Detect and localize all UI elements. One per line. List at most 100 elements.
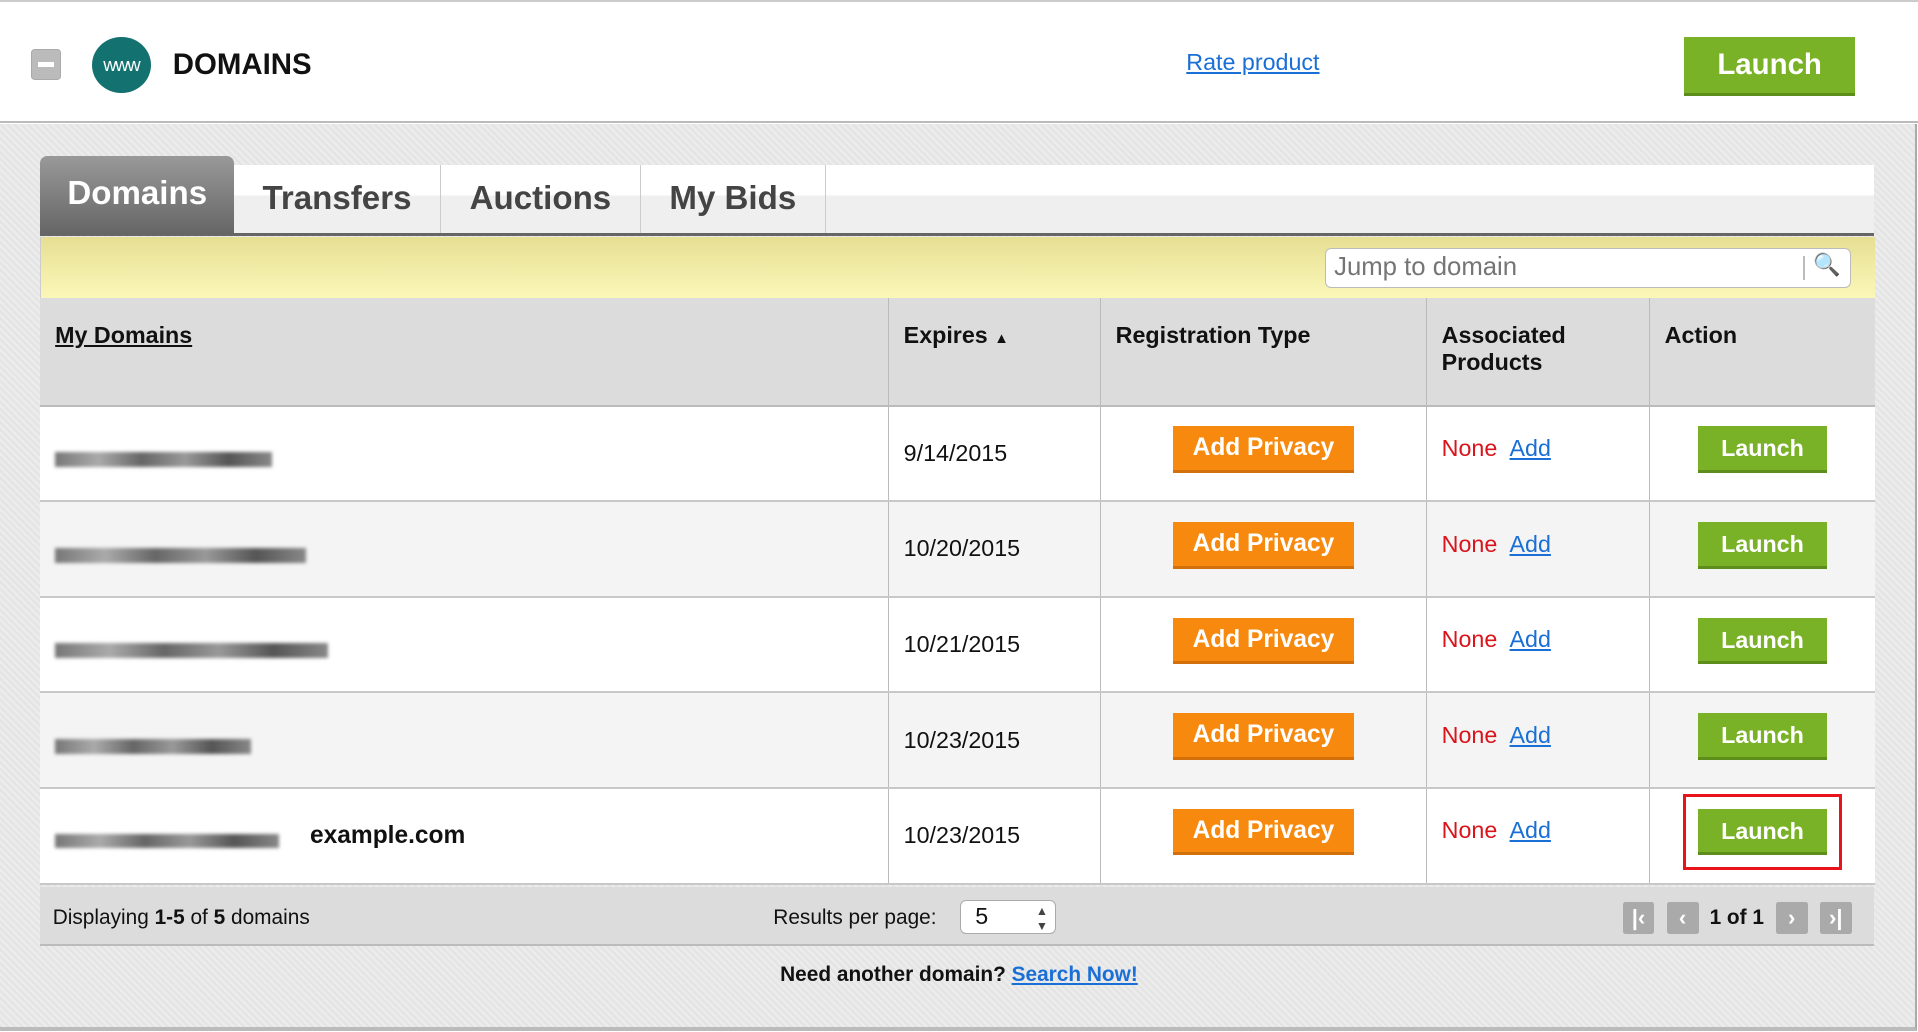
sort-expires[interactable]: Expires — [903, 322, 988, 349]
registration-cell: Add Privacy — [1100, 501, 1427, 598]
expires-cell: 9/14/2015 — [888, 405, 1101, 503]
tab-transfers[interactable]: Transfers — [234, 165, 441, 233]
table-row: 9/14/2015 Add Privacy None Add Launch — [40, 405, 1875, 503]
action-cell: Launch — [1649, 405, 1875, 503]
add-privacy-button[interactable]: Add Privacy — [1172, 713, 1355, 760]
table-row: example.com 10/23/2015 Add Privacy None Add L… — [40, 787, 1875, 885]
need-another-domain: Need another domain? Search Now! — [0, 963, 1918, 987]
expires-cell: 10/23/2015 — [888, 787, 1101, 885]
divider — [1803, 255, 1805, 281]
results-per-page-value: 5 — [975, 902, 989, 929]
add-product-link[interactable]: Add — [1509, 435, 1551, 462]
display-range: 1-5 — [154, 905, 185, 929]
display-count: Displaying 1-5 of 5 domains — [53, 906, 310, 930]
add-product-link[interactable]: Add — [1509, 626, 1551, 653]
sort-my-domains[interactable]: My Domains — [55, 322, 193, 349]
rate-product-link[interactable]: Rate product — [1186, 49, 1320, 75]
action-cell: Launch — [1649, 787, 1875, 885]
redacted-domain-name[interactable] — [55, 452, 273, 467]
redacted-domain-name[interactable] — [55, 738, 252, 754]
action-cell: Launch — [1649, 501, 1875, 598]
column-associated-products: Associated Products — [1441, 322, 1566, 376]
products-cell: None Add — [1426, 787, 1650, 885]
sort-ascending-icon: ▲ — [994, 331, 1009, 348]
add-privacy-button[interactable]: Add Privacy — [1172, 522, 1355, 569]
prev-page-icon[interactable]: ‹ — [1666, 901, 1699, 934]
expires-date: 10/21/2015 — [903, 631, 1021, 658]
top-border — [0, 0, 1918, 3]
launch-button[interactable]: Launch — [1682, 793, 1843, 871]
products-none: None — [1441, 626, 1498, 653]
jump-to-domain-field[interactable]: 🔍 — [1324, 247, 1852, 288]
domain-cell — [40, 692, 889, 789]
products-cell: None Add — [1426, 405, 1650, 503]
first-page-icon[interactable]: |‹ — [1622, 901, 1655, 934]
domain-cell: example.com — [40, 787, 889, 885]
domain-cell — [40, 596, 889, 694]
products-none: None — [1441, 435, 1498, 462]
tab-domains[interactable]: Domains — [40, 155, 235, 233]
redacted-domain-name[interactable] — [55, 643, 329, 659]
column-action: Action — [1664, 322, 1738, 349]
action-cell: Launch — [1649, 596, 1875, 694]
select-arrows-icon: ▲ ▼ — [1035, 904, 1049, 933]
display-prefix: Displaying — [52, 905, 155, 929]
domains-table: My Domains Expires ▲ Registration Type A… — [40, 297, 1875, 885]
expires-date: 10/23/2015 — [903, 822, 1021, 849]
search-bar: 🔍 — [40, 236, 1875, 298]
launch-button[interactable]: Launch — [1683, 36, 1856, 96]
products-none: None — [1441, 530, 1498, 557]
registration-cell: Add Privacy — [1100, 692, 1427, 789]
tab-bar: Domains Transfers Auctions My Bids — [40, 155, 1874, 236]
minus-icon[interactable] — [30, 49, 62, 80]
app-header: www DOMAINS Rate product Launch — [0, 2, 1918, 124]
launch-button[interactable]: Launch — [1698, 617, 1827, 665]
products-cell: None Add — [1426, 596, 1650, 694]
tab-auctions[interactable]: Auctions — [441, 165, 641, 233]
registration-cell: Add Privacy — [1100, 596, 1427, 694]
tab-my-bids[interactable]: My Bids — [641, 165, 826, 233]
redacted-domain-name[interactable] — [55, 547, 307, 563]
expires-cell: 10/23/2015 — [888, 692, 1101, 789]
products-cell: None Add — [1426, 501, 1650, 598]
jump-to-domain-input[interactable] — [1331, 252, 1797, 284]
expires-date: 10/20/2015 — [903, 535, 1021, 562]
expires-date: 10/23/2015 — [903, 726, 1021, 753]
registration-cell: Add Privacy — [1100, 787, 1427, 885]
last-page-icon[interactable]: ›| — [1819, 901, 1852, 934]
display-total: 5 — [213, 905, 226, 929]
launch-button[interactable]: Launch — [1698, 713, 1827, 760]
column-registration-type: Registration Type — [1115, 322, 1311, 349]
launch-button[interactable]: Launch — [1698, 522, 1827, 569]
add-privacy-button[interactable]: Add Privacy — [1172, 426, 1355, 474]
domain-label: example.com — [310, 822, 466, 850]
domain-cell — [40, 501, 889, 598]
display-of: of — [184, 905, 214, 929]
add-product-link[interactable]: Add — [1509, 817, 1551, 844]
products-none: None — [1441, 721, 1498, 748]
table-row: 10/20/2015 Add Privacy None Add Launch — [40, 501, 1875, 598]
expires-cell: 10/20/2015 — [888, 501, 1101, 598]
table-row: 10/21/2015 Add Privacy None Add Launch — [40, 596, 1875, 694]
www-logo-icon: www — [91, 36, 151, 94]
display-suffix: domains — [225, 905, 310, 929]
table-row: 10/23/2015 Add Privacy None Add Launch — [40, 692, 1875, 789]
domain-cell — [40, 405, 889, 503]
results-per-page-select[interactable]: 5 ▲ ▼ — [959, 899, 1057, 934]
next-page-icon[interactable]: › — [1775, 901, 1808, 934]
need-domain-text: Need another domain? — [780, 963, 1012, 987]
redacted-domain-name[interactable] — [55, 833, 280, 849]
results-per-page-label: Results per page: — [773, 905, 937, 929]
add-privacy-button[interactable]: Add Privacy — [1172, 808, 1355, 856]
launch-button[interactable]: Launch — [1698, 426, 1827, 474]
action-cell: Launch — [1649, 692, 1875, 789]
products-cell: None Add — [1426, 692, 1650, 789]
add-privacy-button[interactable]: Add Privacy — [1172, 617, 1355, 665]
expires-date: 9/14/2015 — [903, 439, 1008, 466]
add-product-link[interactable]: Add — [1509, 530, 1551, 557]
search-icon[interactable]: 🔍 — [1813, 252, 1841, 278]
page-indicator: 1 of 1 — [1709, 905, 1764, 929]
search-now-link[interactable]: Search Now! — [1011, 963, 1138, 987]
add-product-link[interactable]: Add — [1509, 721, 1551, 748]
expires-cell: 10/21/2015 — [888, 596, 1101, 694]
